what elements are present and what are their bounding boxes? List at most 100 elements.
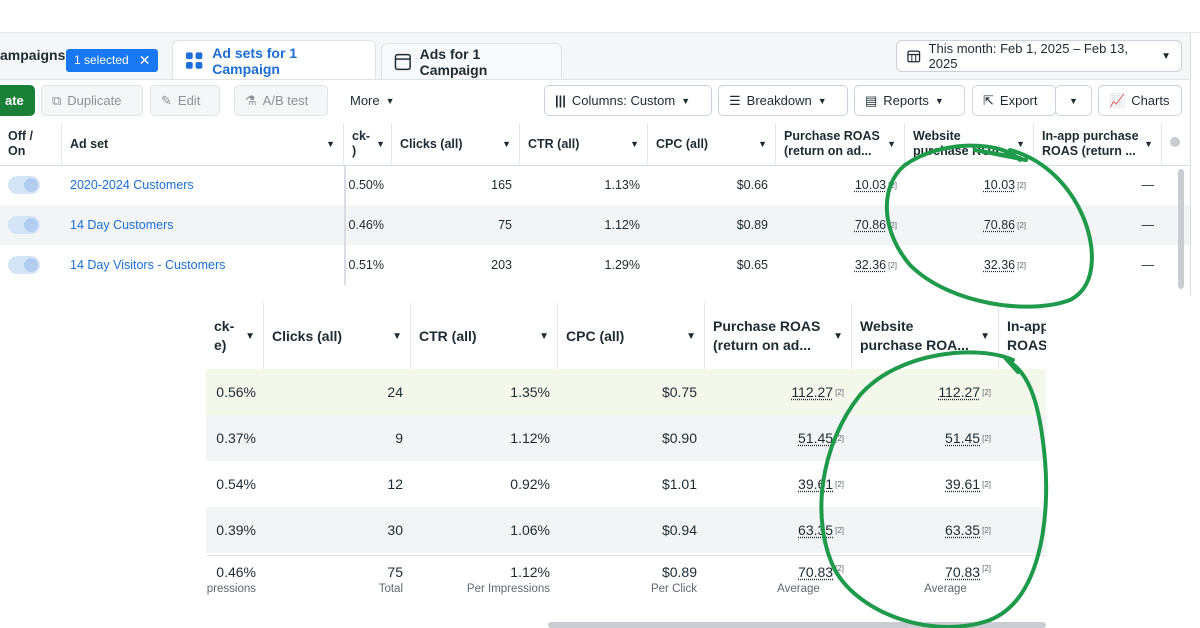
header-inapp-roas[interactable]: In-app purchase ROAS (return ... ▼ bbox=[1034, 123, 1162, 165]
header-purchase-roas-label: Purchase ROAS bbox=[713, 318, 821, 334]
footnote-marker: [2] bbox=[888, 220, 897, 230]
ad-set-name[interactable]: 2020-2024 Customers bbox=[70, 178, 194, 192]
header-ctr[interactable]: CTR (all) ▼ bbox=[411, 303, 558, 369]
footnote-marker: [2] bbox=[835, 433, 844, 443]
chevron-down-icon: ▼ bbox=[681, 95, 691, 106]
sort-icon: ▼ bbox=[245, 330, 255, 342]
total-ctr-link: 0.46% npressions bbox=[206, 564, 264, 595]
inapp-roas-cell: — bbox=[1141, 218, 1155, 232]
table-row[interactable]: 14 Day Customers 0.46% 75 1.12% $0.89 70… bbox=[0, 205, 1190, 245]
table-row[interactable]: 0.37% 9 1.12% $0.90 51.45 [2] 51.45 [2] bbox=[206, 415, 1046, 461]
header-purchase-roas-label-2: (return on ad... bbox=[784, 144, 872, 158]
tab-ads[interactable]: Ads for 1 Campaign bbox=[381, 43, 562, 80]
header-website-roas-label: Website bbox=[860, 318, 914, 334]
website-roas-value: 51.45 bbox=[945, 430, 981, 446]
header-ctr-label: CTR (all) bbox=[528, 137, 580, 151]
export-button[interactable]: ⇱ Export bbox=[972, 85, 1056, 116]
charts-button[interactable]: 📈 Charts bbox=[1098, 85, 1182, 116]
header-ctr-link[interactable]: ck-e) ▼ bbox=[206, 303, 264, 369]
ctr-link-cell: 0.37% bbox=[216, 430, 256, 446]
chevron-down-icon: ▼ bbox=[385, 95, 395, 106]
cpc-cell: $0.66 bbox=[736, 178, 768, 192]
ad-set-name[interactable]: 14 Day Customers bbox=[70, 218, 174, 232]
purchase-roas-value: 51.45 bbox=[798, 430, 834, 446]
table-row[interactable]: 0.56% 24 1.35% $0.75 112.27 [2] 112.27 [2] bbox=[206, 369, 1046, 415]
horizontal-scrollbar[interactable] bbox=[548, 622, 1046, 628]
chevron-down-icon: ▼ bbox=[934, 95, 944, 106]
header-website-roas[interactable]: Website purchase ROA... ▼ bbox=[852, 303, 999, 369]
ctr-link-cell: 0.51% bbox=[344, 245, 392, 285]
columns-button[interactable]: ||| Columns: Custom ▼ bbox=[544, 85, 712, 116]
footnote-marker: [2] bbox=[1017, 180, 1026, 190]
total-clicks-value: 75 bbox=[387, 564, 403, 580]
ctr-link-cell: 0.39% bbox=[216, 522, 256, 538]
header-off-on[interactable]: Off / On bbox=[0, 123, 62, 165]
header-website-roas[interactable]: Website purchase ROA... ▼ bbox=[905, 123, 1034, 165]
breakdown-button[interactable]: ☰ Breakdown ▼ bbox=[718, 85, 848, 116]
selected-label: 1 selected bbox=[74, 53, 129, 67]
table-row[interactable]: 14 Day Visitors - Customers 0.51% 203 1.… bbox=[0, 245, 1190, 285]
table-row[interactable]: 0.54% 12 0.92% $1.01 39.61 [2] 39.61 [2] bbox=[206, 461, 1046, 507]
settings-icon[interactable] bbox=[1170, 137, 1180, 147]
header-ctr-link-label: ck- bbox=[352, 129, 371, 143]
purchase-roas-value: 39.61 bbox=[798, 476, 834, 492]
ctr-link-cell: 0.56% bbox=[216, 384, 256, 400]
edit-button[interactable]: ✎ Edit bbox=[150, 85, 220, 116]
sort-icon: ▼ bbox=[833, 330, 843, 342]
zoomed-table-panel: ck-e) ▼ Clicks (all) ▼ CTR (all) ▼ CPC (all… bbox=[206, 303, 1046, 628]
header-cpc[interactable]: CPC (all) ▼ bbox=[648, 123, 776, 165]
footnote-marker: [2] bbox=[982, 525, 991, 535]
selected-pill[interactable]: 1 selected ✕ bbox=[66, 49, 159, 72]
table-row[interactable]: 2020-2024 Customers 0.50% 165 1.13% $0.6… bbox=[0, 165, 1190, 205]
date-range-picker[interactable]: This month: Feb 1, 2025 – Feb 13, 2025 ▼ bbox=[896, 40, 1182, 72]
header-ctr[interactable]: CTR (all) ▼ bbox=[520, 123, 648, 165]
website-roas-cell: 63.35 [2] bbox=[852, 507, 999, 553]
header-ctr-link[interactable]: ck-) ▼ bbox=[344, 123, 392, 165]
more-button[interactable]: More ▼ bbox=[340, 85, 410, 116]
header-clicks[interactable]: Clicks (all) ▼ bbox=[392, 123, 520, 165]
ctr-cell: 1.29% bbox=[604, 258, 640, 272]
flask-icon: ⚗ bbox=[245, 92, 257, 108]
ab-test-button[interactable]: ⚗ A/B test bbox=[234, 85, 328, 116]
reports-label: Reports bbox=[883, 93, 929, 108]
toggle-switch[interactable] bbox=[8, 256, 40, 274]
ad-set-name[interactable]: 14 Day Visitors - Customers bbox=[70, 258, 226, 272]
header-inapp-roas[interactable]: In-app ROAS bbox=[999, 303, 1046, 369]
total-cpc-value: $0.89 bbox=[661, 564, 697, 580]
header-purchase-roas-label: Purchase ROAS bbox=[784, 129, 880, 143]
columns-icon: ||| bbox=[555, 93, 566, 108]
create-button[interactable]: ate bbox=[0, 85, 35, 116]
inapp-roas-cell: — bbox=[1141, 258, 1155, 272]
header-purchase-roas[interactable]: Purchase ROAS (return on ad... ▼ bbox=[705, 303, 852, 369]
export-dropdown-button[interactable]: ▼ bbox=[1055, 85, 1092, 116]
ctr-cell: 1.12% bbox=[510, 430, 550, 446]
header-ctr-link-label: ck- bbox=[214, 318, 235, 334]
sort-icon: ▼ bbox=[502, 139, 511, 149]
header-ad-set[interactable]: Ad set ▼ bbox=[62, 123, 344, 165]
header-cpc[interactable]: CPC (all) ▼ bbox=[558, 303, 705, 369]
tab-ad-sets[interactable]: Ad sets for 1 Campaign bbox=[172, 40, 376, 80]
header-cpc-label: CPC (all) bbox=[656, 137, 709, 151]
tab-campaigns[interactable]: ampaigns bbox=[0, 47, 66, 63]
header-clicks-label: Clicks (all) bbox=[272, 327, 343, 344]
ctr-cell: 0.92% bbox=[510, 476, 550, 492]
vertical-scrollbar[interactable] bbox=[1178, 169, 1184, 289]
toggle-switch[interactable] bbox=[8, 176, 40, 194]
chevron-down-icon: ▼ bbox=[817, 95, 827, 106]
total-ctr-value: 1.12% bbox=[510, 564, 550, 580]
total-purchase-roas: 70.83 [2] Average bbox=[705, 564, 852, 595]
sort-icon: ▼ bbox=[980, 330, 990, 342]
table-row[interactable]: 0.39% 30 1.06% $0.94 63.35 [2] 63.35 [2] bbox=[206, 507, 1046, 553]
toggle-switch[interactable] bbox=[8, 216, 40, 234]
columns-label: Columns: Custom bbox=[571, 93, 676, 108]
sort-icon: ▼ bbox=[1016, 139, 1025, 149]
reports-button[interactable]: ▤ Reports ▼ bbox=[854, 85, 965, 116]
sort-icon: ▼ bbox=[1144, 139, 1153, 149]
close-icon[interactable]: ✕ bbox=[138, 52, 151, 68]
header-clicks[interactable]: Clicks (all) ▼ bbox=[264, 303, 411, 369]
duplicate-button[interactable]: ⧉ Duplicate bbox=[41, 85, 143, 116]
cpc-cell: $0.94 bbox=[661, 522, 697, 538]
edit-label: Edit bbox=[177, 93, 201, 108]
header-purchase-roas[interactable]: Purchase ROAS (return on ad... ▼ bbox=[776, 123, 905, 165]
clicks-cell: 9 bbox=[395, 430, 403, 446]
